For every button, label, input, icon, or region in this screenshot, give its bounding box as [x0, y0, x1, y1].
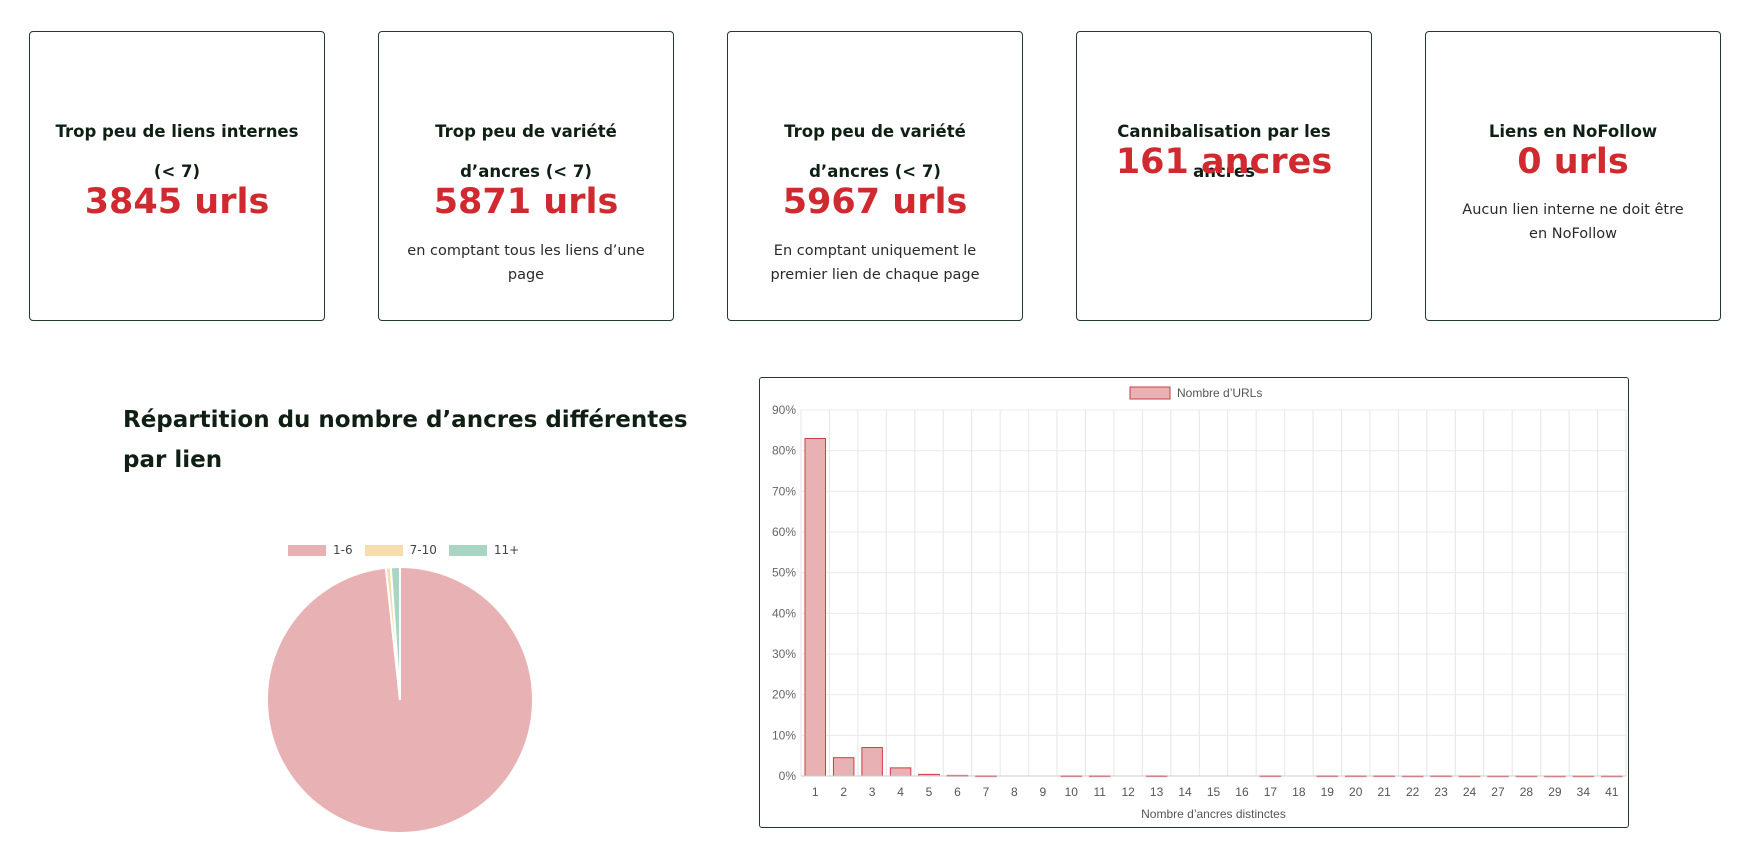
card-title: Trop peu de variété d’ancres (< 7): [784, 122, 966, 181]
bar-1[interactable]: [804, 437, 826, 777]
x-tick-label: 18: [1292, 785, 1306, 799]
x-tick-label: 7: [983, 785, 990, 799]
kpi-card-nofollow: Liens en NoFollow 0 urls Aucun lien inte…: [1425, 31, 1721, 321]
x-tick-label: 1: [812, 785, 819, 799]
card-note: En comptant uniquement le premier lien d…: [770, 243, 980, 283]
legend-label: 1-6: [333, 543, 353, 557]
card-value: 161 ancres: [1115, 142, 1333, 182]
x-tick-label: 11: [1093, 785, 1106, 799]
y-tick-label: 80%: [772, 444, 796, 458]
kpi-card-internal-links: Trop peu de liens internes (< 7) 3845 ur…: [29, 31, 325, 321]
x-tick-label: 5: [926, 785, 933, 799]
legend-swatch: [364, 544, 403, 556]
card-title: Cannibalisation par les ancres: [1117, 122, 1331, 181]
card-value: 3845 urls: [84, 182, 270, 222]
x-tick-label: 9: [1039, 785, 1046, 799]
x-tick-label: 17: [1264, 785, 1278, 799]
kpi-card-anchor-variety-first: Trop peu de variété d’ancres (< 7) 5967 …: [727, 31, 1023, 321]
card-note: Aucun lien interne ne doit être en NoFol…: [1462, 202, 1684, 242]
y-tick-label: 60%: [772, 525, 796, 539]
pie-slice-11+[interactable]: [389, 565, 401, 701]
pie-legend: 1-6 7-10 11+: [288, 540, 531, 560]
card-note: en comptant tous les liens d’une page: [407, 243, 645, 283]
x-tick-label: 6: [954, 785, 961, 799]
x-tick-label: 4: [897, 785, 904, 799]
card-value: 5871 urls: [433, 182, 619, 222]
x-tick-label: 20: [1349, 785, 1363, 799]
card-value: 5967 urls: [782, 182, 968, 222]
x-tick-label: 12: [1121, 785, 1135, 799]
legend-swatch: [1129, 386, 1171, 400]
x-tick-label: 15: [1207, 785, 1221, 799]
x-tick-label: 8: [1011, 785, 1018, 799]
legend-label: Nombre d’URLs: [1177, 386, 1262, 400]
x-tick-label: 28: [1520, 785, 1534, 799]
bar-chart: Nombre d’URLs 0% 10% 20% 30% 40% 50% 60% 70% 80% 9…: [772, 386, 1627, 821]
y-tick-label: 50%: [772, 566, 796, 580]
legend-item-7-10[interactable]: 7-10: [364, 543, 437, 557]
legend-item-1-6[interactable]: 1-6: [288, 543, 353, 557]
y-tick-label: 40%: [772, 606, 796, 620]
x-tick-label: 21: [1378, 785, 1392, 799]
x-tick-label: 14: [1178, 785, 1192, 799]
x-tick-label: 13: [1150, 785, 1164, 799]
kpi-card-anchor-cannibalization: Cannibalisation par les ancres 161 ancre…: [1076, 31, 1372, 321]
card-title: Trop peu de liens internes (< 7): [55, 122, 299, 181]
legend-label: 7-10: [409, 543, 437, 557]
legend-item-11-plus[interactable]: 11+: [448, 543, 520, 557]
x-tick-label: 19: [1321, 785, 1335, 799]
bar-chart-panel: Nombre d’URLs 0% 10% 20% 30% 40% 50% 60% 70% 80% 9…: [759, 377, 1629, 828]
x-axis-label: Nombre d’ancres distinctes: [1141, 807, 1286, 821]
x-tick-label: 29: [1548, 785, 1562, 799]
y-tick-label: 20%: [772, 688, 796, 702]
x-tick-label: 41: [1605, 785, 1619, 799]
kpi-card-anchor-variety-all: Trop peu de variété d’ancres (< 7) 5871 …: [378, 31, 674, 321]
card-value: 0 urls: [1517, 142, 1629, 182]
y-tick-label: 30%: [772, 647, 796, 661]
bar-4[interactable]: [889, 767, 912, 777]
y-tick-label: 70%: [772, 484, 796, 498]
x-tick-label: 24: [1463, 785, 1477, 799]
y-tick-label: 90%: [772, 403, 796, 417]
x-tick-label: 34: [1577, 785, 1591, 799]
x-tick-label: 27: [1491, 785, 1505, 799]
section-title: Répartition du nombre d’ancres différent…: [123, 407, 688, 473]
card-title: Liens en NoFollow: [1488, 122, 1658, 141]
bar-3[interactable]: [861, 747, 883, 777]
legend-swatch: [448, 544, 487, 556]
x-tick-label: 22: [1406, 785, 1420, 799]
x-tick-label: 16: [1235, 785, 1249, 799]
y-tick-label: 10%: [772, 728, 796, 742]
x-tick-label: 2: [840, 785, 847, 799]
x-tick-label: 10: [1065, 785, 1079, 799]
x-tick-label: 23: [1434, 785, 1448, 799]
x-tick-label: 3: [869, 785, 876, 799]
pie-chart: [266, 565, 534, 834]
y-tick-label: 0%: [779, 769, 797, 783]
legend-swatch: [288, 544, 326, 556]
card-title: Trop peu de variété d’ancres (< 7): [435, 122, 617, 181]
bar-2[interactable]: [832, 757, 855, 777]
legend-label: 11+: [493, 543, 520, 557]
